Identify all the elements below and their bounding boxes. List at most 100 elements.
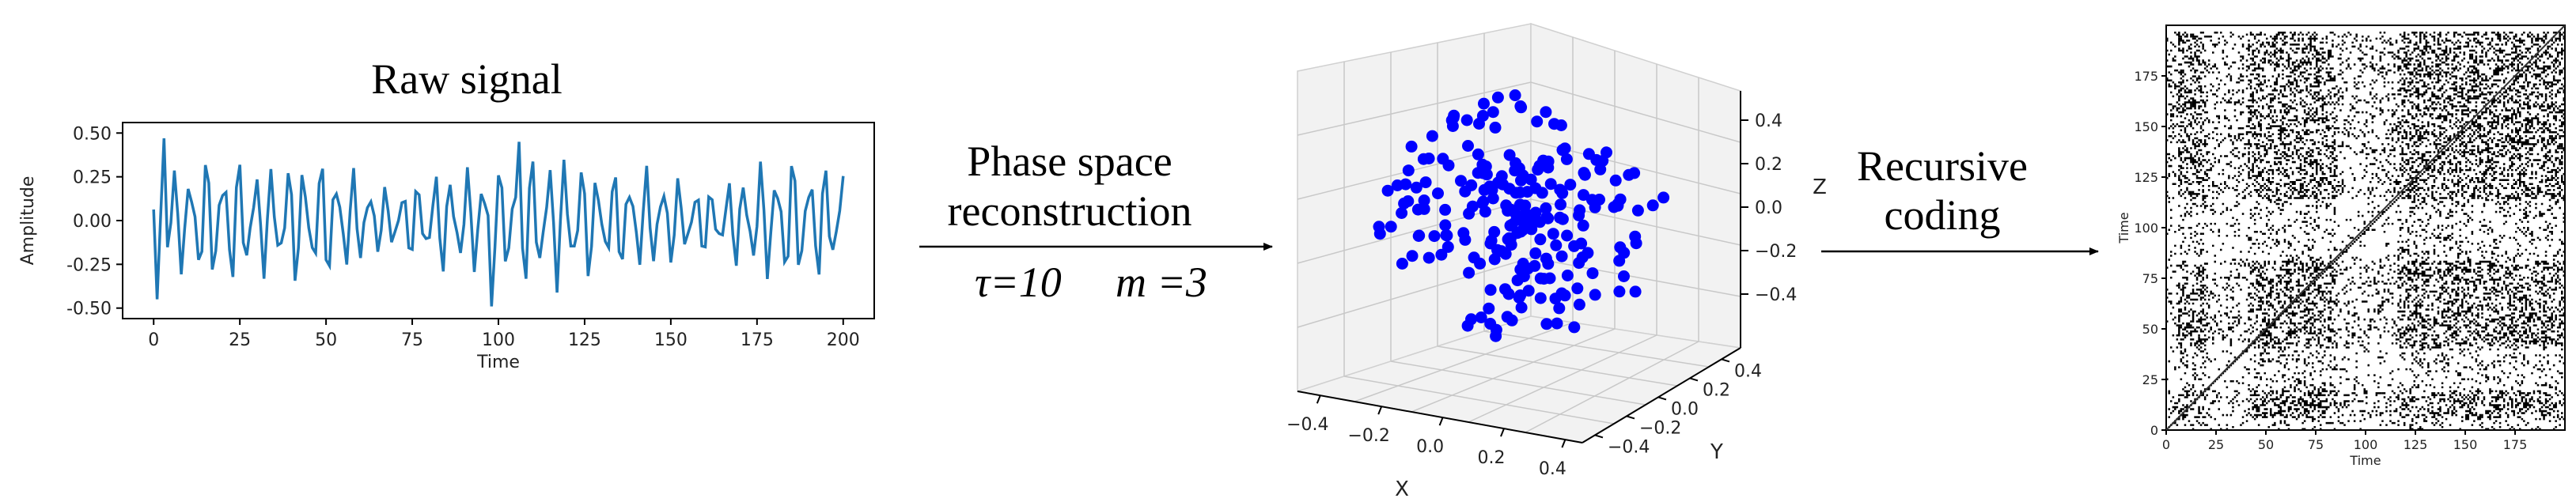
rp-x-tick-label: 175 [2503, 437, 2528, 452]
phase-point [1568, 321, 1581, 334]
grid-line [1354, 322, 1574, 402]
x3d-tick-mark [1316, 394, 1321, 404]
phase-point [1491, 91, 1504, 104]
phase-point [1502, 288, 1515, 300]
recurrence-matrix [2166, 32, 2566, 431]
phase-point [1517, 258, 1529, 270]
phase-point [1589, 201, 1601, 213]
phase-point [1487, 106, 1499, 119]
phase-point [1618, 270, 1630, 282]
raw-y-tick-label: 0.25 [73, 168, 112, 188]
phase-point [1521, 186, 1534, 198]
phase-space-zlabel: Z [1813, 176, 1827, 199]
phase-point [1406, 250, 1419, 262]
grid-line [1437, 345, 1678, 387]
phase-point [1551, 317, 1563, 330]
phase-point [1405, 140, 1418, 153]
phase-point [1578, 167, 1590, 179]
phase-point [1478, 97, 1490, 110]
phase-point [1578, 189, 1589, 202]
raw-x-tick-label: 150 [654, 330, 688, 350]
phase-space-points [1373, 89, 1670, 342]
y3d-tick-label: −0.4 [1608, 437, 1650, 457]
arrow-coding-line1: Recursive [1857, 142, 2028, 190]
phase-point [1544, 178, 1557, 191]
y3d-tick-mark [1657, 396, 1667, 401]
rp-x-tick-label: 25 [2208, 437, 2224, 452]
y3d-tick-label: 0.0 [1671, 399, 1699, 419]
phase-point [1542, 258, 1555, 270]
phase-point [1555, 250, 1568, 262]
x3d-tick-label: 0.0 [1416, 437, 1444, 457]
raw-y-tick-label: 0.50 [73, 124, 112, 144]
phase-point [1484, 237, 1497, 250]
arrow-coding-line2: coding [1885, 191, 2001, 239]
phase-point [1544, 272, 1556, 285]
phase-point [1514, 225, 1527, 238]
arrow-phase-line2: reconstruction [948, 187, 1192, 235]
phase-point [1484, 284, 1497, 296]
grid-line [1483, 330, 1710, 368]
phase-point [1540, 106, 1552, 119]
phase-point [1510, 157, 1522, 169]
phase-point [1514, 100, 1527, 112]
recurrence-diagonal [2165, 25, 2566, 431]
phase-point [1505, 239, 1517, 251]
phase-point [1411, 203, 1424, 216]
phase-point [1582, 247, 1594, 259]
phase-point [1432, 187, 1444, 200]
phase-point [1483, 302, 1495, 315]
phase-point [1417, 153, 1430, 165]
phase-point [1590, 153, 1603, 166]
z3d-tick-label: 0.2 [1755, 155, 1782, 175]
phase-point [1522, 285, 1535, 297]
phase-point [1489, 121, 1502, 134]
phase-point [1396, 207, 1408, 219]
phase-point [1561, 229, 1574, 242]
phase-point [1488, 253, 1501, 266]
phase-point [1517, 169, 1529, 182]
phase-point [1422, 251, 1435, 264]
phase-point [1613, 285, 1626, 298]
rp-y-tick-label: 75 [2142, 271, 2158, 286]
x3d-tick-label: −0.2 [1347, 426, 1389, 446]
phase-point [1463, 266, 1476, 279]
x3d-tick-mark [1438, 417, 1444, 426]
phase-point [1418, 194, 1430, 206]
z3d-tick-label: −0.4 [1755, 285, 1797, 305]
raw-x-tick-label: 50 [315, 330, 337, 350]
x3d-tick-label: 0.2 [1478, 448, 1506, 468]
phase-point [1503, 149, 1516, 161]
phase-point [1540, 202, 1552, 214]
phase-point [1439, 219, 1452, 232]
raw-x-tick-label: 175 [741, 330, 774, 350]
tau-parameter: τ=10 [975, 259, 1062, 306]
grid-line [1525, 341, 1699, 433]
phase-point [1529, 247, 1542, 259]
rp-y-tick-label: 175 [2134, 69, 2158, 84]
z3d-tick-label: −0.2 [1755, 242, 1797, 262]
rp-x-tick-label: 0 [2162, 437, 2170, 452]
phase-point [1484, 318, 1497, 330]
rp-y-tick-label: 25 [2142, 372, 2158, 387]
phase-point [1555, 287, 1568, 300]
phase-point [1428, 230, 1441, 243]
grid-line [1468, 334, 1657, 423]
rp-x-tick-label: 75 [2308, 437, 2324, 452]
phase-point [1410, 181, 1422, 194]
y3d-tick-mark [1721, 358, 1730, 363]
phase-point [1533, 216, 1546, 228]
phase-point [1532, 164, 1544, 176]
phase-point [1475, 311, 1487, 323]
phase-point [1577, 219, 1589, 232]
phase-space-y-ticks: 0.40.20.0−0.2−0.4 [1594, 358, 1762, 457]
phase-point [1435, 248, 1448, 261]
phase-space-z-ticks: 0.4 0.2 0.0 −0.2 −0.4 [1741, 111, 1797, 305]
rp-y-tick-label: 125 [2134, 170, 2158, 185]
phase-point [1476, 110, 1489, 122]
phase-point [1547, 228, 1559, 240]
phase-point [1419, 176, 1432, 189]
x3d-tick-mark [1500, 428, 1505, 437]
x3d-tick-label: 0.4 [1539, 459, 1566, 479]
